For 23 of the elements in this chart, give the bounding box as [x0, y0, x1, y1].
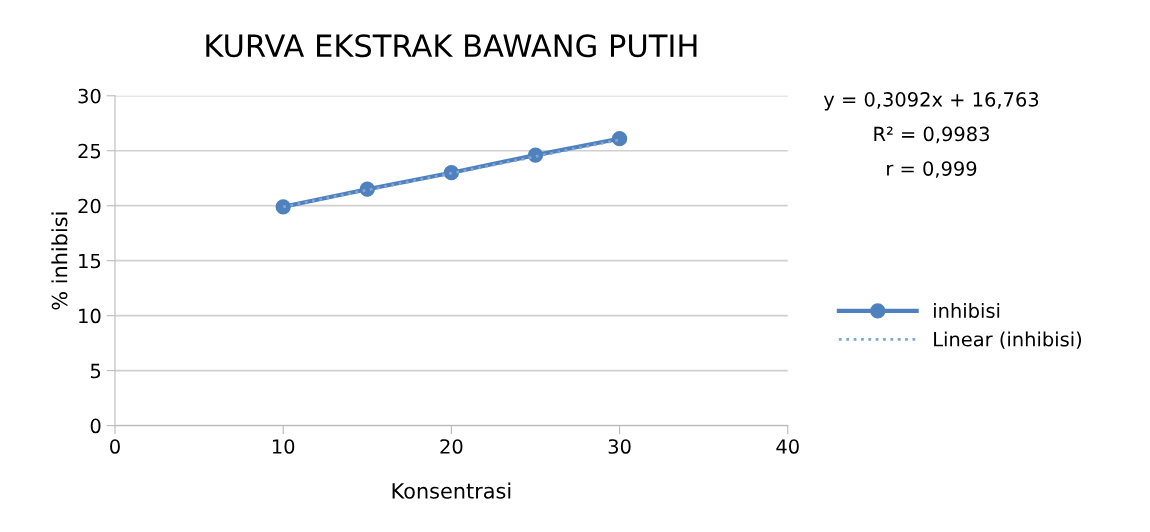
point	[527, 147, 544, 163]
legend-label: Linear (inhibisi)	[934, 331, 1082, 349]
x-tick-label: 20	[440, 439, 463, 454]
x-tick-label: 10	[272, 439, 295, 454]
x-axis-title: Konsentrasi	[392, 482, 511, 499]
x-tick-label: 40	[776, 439, 799, 454]
point	[275, 199, 291, 215]
text: y = 0,3092x + 16,763	[823, 92, 1039, 111]
y-axis-title: % inhibisi	[51, 212, 68, 310]
chart-title: KURVA EKSTRAK BAWANG PUTIH	[206, 34, 697, 58]
y-tick-label: 15	[79, 253, 101, 269]
y-tick-label: 25	[78, 143, 101, 159]
x-tick-label: 30	[608, 439, 631, 454]
y-tick-label: 0	[90, 418, 101, 434]
y-tick-label: 10	[79, 308, 101, 324]
y-tick-label: 30	[78, 88, 101, 104]
legend-label: inhibisi	[934, 302, 1000, 319]
x-tick-label: 0	[110, 439, 120, 454]
y-tick-label: 20	[78, 198, 101, 214]
text: r = 0,999	[887, 161, 977, 178]
text: R² = 0,9983	[874, 126, 989, 144]
y-tick-label: 5	[90, 363, 101, 379]
point	[611, 130, 628, 147]
